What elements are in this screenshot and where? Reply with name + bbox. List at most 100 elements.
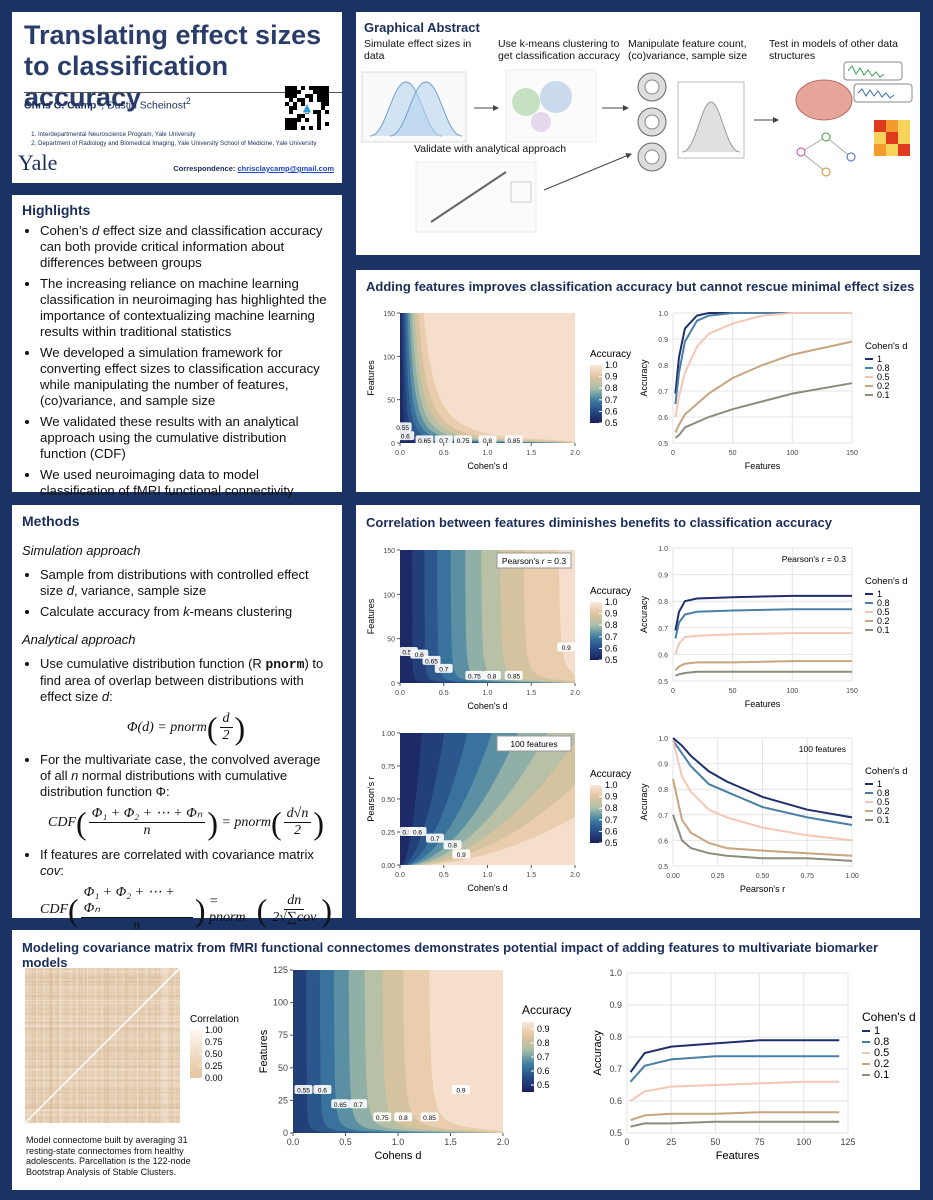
- colorbar-label: 0.5: [605, 655, 618, 665]
- colorbar-label: 0.50: [205, 1049, 223, 1059]
- qr-logo: [301, 101, 313, 114]
- legend-title: Cohen's d: [862, 1010, 915, 1024]
- y-tick-label: 0.5: [658, 864, 668, 871]
- legend-label: 0.5: [874, 1047, 889, 1059]
- contour-band: [428, 733, 575, 865]
- x-tick-label: 0.0: [395, 450, 405, 457]
- x-tick-label: 1.0: [483, 872, 493, 879]
- qr-cell: [325, 94, 329, 98]
- colorbar-label: 1.00: [205, 1025, 223, 1035]
- plot-bg: [627, 973, 848, 1133]
- contour-label: 0.6: [401, 434, 410, 441]
- contour-label: 0.55: [297, 1087, 310, 1094]
- series-line: [672, 740, 853, 842]
- denominator: n: [133, 918, 141, 933]
- highlight: The increasing reliance on machine learn…: [40, 276, 332, 340]
- section-title: Modeling covariance matrix from fMRI fun…: [22, 940, 879, 970]
- email[interactable]: chrisclaycamp@gmail.com: [237, 164, 334, 173]
- code: pnorm: [265, 657, 305, 672]
- series-line: [672, 814, 853, 862]
- qr-cell: [297, 114, 301, 118]
- contour-label-bg: [349, 1099, 368, 1109]
- x-tick-label: 0.0: [395, 872, 405, 879]
- denominator: n: [143, 823, 151, 838]
- qr-cell: [309, 86, 313, 90]
- y-tick-label: 0.50: [381, 797, 395, 804]
- text: n: [71, 768, 79, 783]
- item: If features are correlated with covarian…: [40, 847, 332, 934]
- graphical-abstract-panel: Graphical Abstract Simulate effect sizes…: [356, 12, 920, 255]
- y-tick-label: 0.75: [381, 764, 395, 771]
- contour-label-bg: [478, 435, 497, 445]
- contour-label: 0.8: [487, 673, 496, 680]
- qr-cell: [289, 126, 293, 130]
- colorbar-label: 0.8: [605, 620, 618, 630]
- y-tick-label: 50: [387, 398, 395, 405]
- legend-label: 0.2: [877, 381, 890, 391]
- y-tick-label: 0.6: [658, 838, 668, 845]
- highlight-list: Cohen’s d effect size and classification…: [22, 223, 332, 504]
- y-axis-label: Features: [366, 598, 376, 634]
- qr-cell: [309, 98, 313, 102]
- validation-icon: [415, 161, 537, 233]
- y-tick-label: 0.6: [609, 1096, 622, 1106]
- qr-cell: [289, 122, 293, 126]
- colorbar-label: 0.6: [605, 406, 618, 416]
- qr-cell: [325, 86, 329, 90]
- legend-title: Cohen's d: [865, 341, 907, 352]
- series-line: [629, 1039, 840, 1073]
- contour-band: [429, 970, 503, 1133]
- numerator: dn: [284, 893, 305, 910]
- annotation-part: = 0.3: [545, 556, 567, 566]
- contour-label: 0.65: [425, 658, 438, 665]
- contour-band: [423, 313, 575, 443]
- y-tick-label: 0.9: [658, 337, 668, 344]
- qr-cell: [317, 86, 321, 90]
- colorbar-label: 0.7: [605, 815, 618, 825]
- colorbar-label: 0.9: [605, 372, 618, 382]
- colorbar-label: 0.7: [605, 395, 618, 405]
- y-tick-label: 25: [278, 1095, 288, 1105]
- y-tick-label: 1.00: [381, 731, 395, 738]
- plot-bg: [673, 548, 852, 681]
- formula-mid: = pnorm: [208, 893, 246, 925]
- x-tick-label: 150: [846, 450, 858, 457]
- y-tick-label: 0.7: [658, 389, 668, 396]
- qr-cell: [317, 98, 321, 102]
- series-line: [674, 312, 852, 418]
- x-tick-label: 1.5: [444, 1137, 457, 1147]
- correspondence-label: Correspondence:: [173, 164, 236, 173]
- series-line: [674, 594, 852, 631]
- contour-label-bg: [557, 642, 576, 652]
- qr-cell: [301, 102, 305, 106]
- qr-cell: [309, 94, 313, 98]
- qr-cell: [285, 122, 289, 126]
- plot-bg: [673, 313, 852, 443]
- y-axis-label: Pearson's r: [366, 776, 376, 821]
- annotation-part: = 0.3: [824, 554, 846, 564]
- item: Use cumulative distribution function (R …: [40, 656, 332, 744]
- x-axis-label: Features: [716, 1150, 760, 1162]
- qr-cell: [289, 86, 293, 90]
- qr-code: [285, 86, 329, 130]
- y-axis-label: Features: [366, 360, 376, 396]
- annotation: Pearson's r = 0.3: [782, 554, 847, 564]
- annotation-part: 100 features: [510, 739, 557, 749]
- formula: CDF(Φ₁ + Φ₂ + ⋯ + Φₙ n) = pnorm(dn 2√∑cov): [40, 885, 332, 933]
- qr-cell: [317, 110, 321, 114]
- y-tick-label: 75: [278, 1030, 288, 1040]
- y-axis-label: Features: [258, 1029, 270, 1073]
- x-tick-label: 0: [671, 688, 675, 695]
- qr-cell: [293, 126, 297, 130]
- text: For the multivariate case, the convolved…: [40, 752, 321, 783]
- qr-cell: [297, 90, 301, 94]
- x-tick-label: 1.5: [526, 450, 536, 457]
- contour-label: 0.8: [448, 843, 457, 850]
- legend-label: 0.1: [877, 625, 890, 635]
- chart: 0.550.60.70.80.9Accuracy0.50.60.70.80.91…: [366, 731, 631, 893]
- qr-cell: [285, 86, 289, 90]
- contour-label-bg: [422, 655, 441, 665]
- methods-panel: Methods Simulation approach Sample from …: [12, 505, 342, 933]
